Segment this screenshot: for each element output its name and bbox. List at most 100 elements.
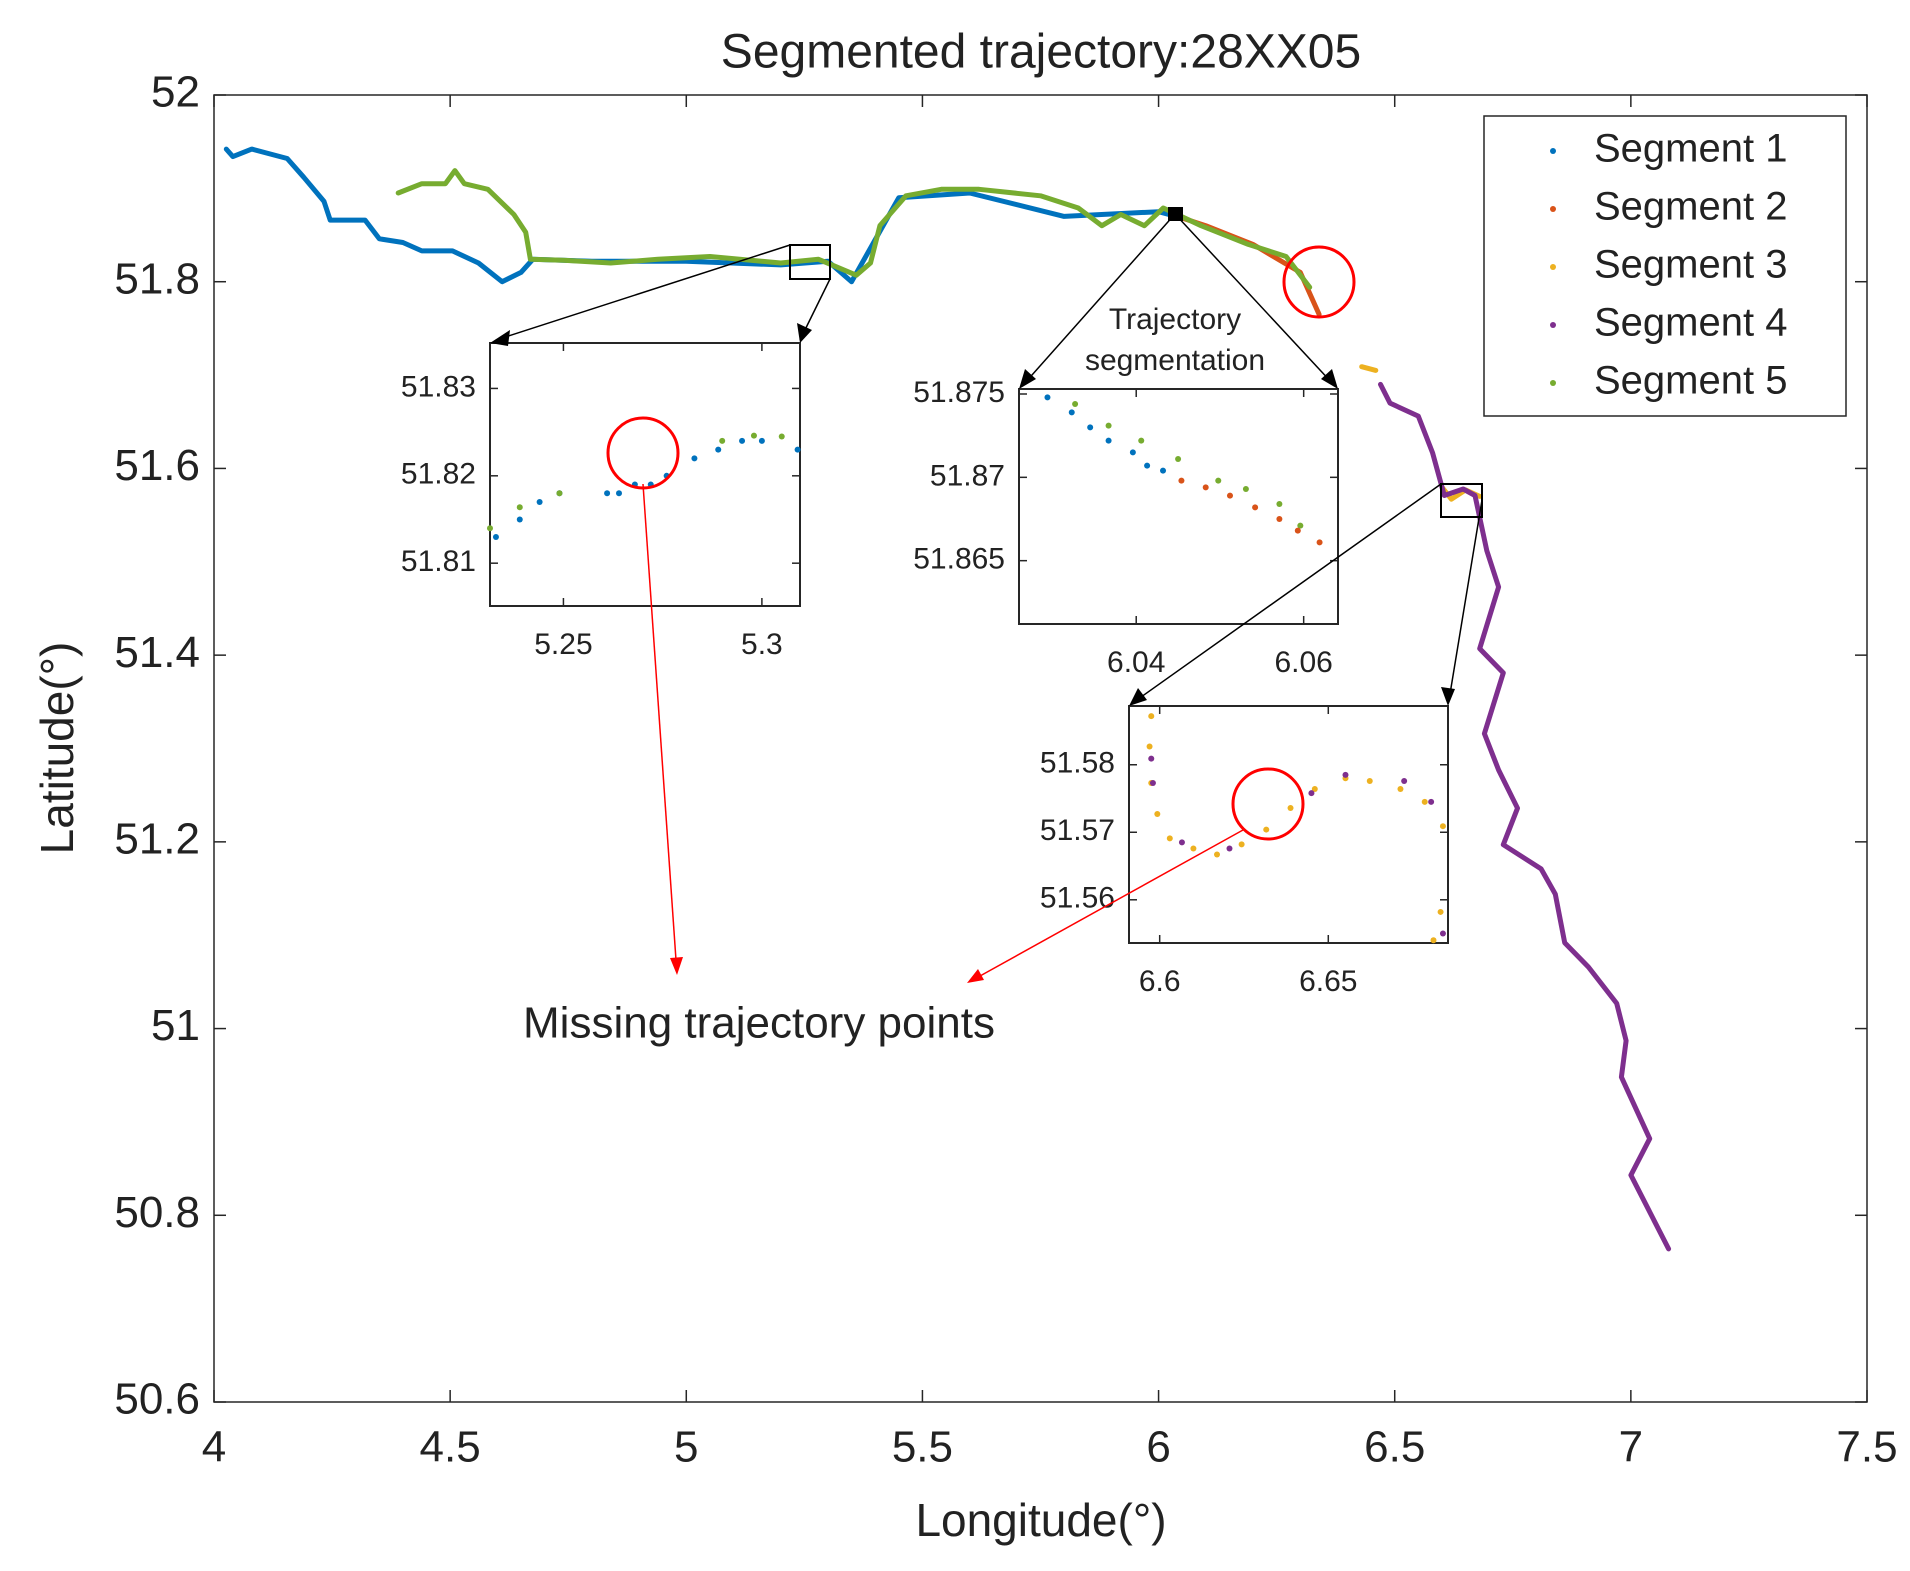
trajectory-point <box>516 504 523 511</box>
y-tick-label: 51.2 <box>114 814 200 863</box>
x-tick-label: 6.5 <box>1364 1423 1425 1472</box>
y-axis-label: Latitude(°) <box>31 642 83 855</box>
trajectory-point <box>1263 826 1270 833</box>
trajectory-point <box>492 533 499 540</box>
zoom-line <box>1448 499 1483 701</box>
trajectory-point <box>794 446 801 453</box>
highlight-circle <box>1282 245 1356 319</box>
trajectory-point <box>1178 839 1185 846</box>
y-tick-label: 51.81 <box>401 545 476 578</box>
y-tick-label: 51.865 <box>913 543 1005 576</box>
trajectory-point <box>1148 755 1155 762</box>
trajectory-point <box>1044 394 1051 401</box>
legend-marker <box>1550 206 1556 212</box>
trajectory-point <box>1226 492 1233 499</box>
y-tick-label: 51 <box>151 1001 200 1050</box>
y-tick-label: 51.56 <box>1040 882 1115 915</box>
legend: Segment 1 Segment 2 Segment 3 Segment 4 Segm… <box>1483 115 1847 417</box>
trajectory-point <box>1397 786 1404 793</box>
trajectory-point <box>1294 527 1301 534</box>
y-tick-label: 51.87 <box>930 459 1005 492</box>
x-tick-label: 4 <box>202 1423 226 1472</box>
plot-area <box>489 342 801 607</box>
trajectory-point <box>604 490 611 497</box>
trajectory-point <box>1190 845 1197 852</box>
trajectory-point <box>739 437 746 444</box>
zoom-box <box>789 244 831 280</box>
trajectory-point <box>1105 422 1112 429</box>
y-tick-label: 50.6 <box>114 1375 200 1424</box>
plot-area <box>1018 388 1339 625</box>
trajectory-point <box>1297 522 1304 529</box>
y-tick-label: 51.82 <box>401 458 476 491</box>
y-tick-label: 51.875 <box>913 376 1005 409</box>
trajectory-line <box>1378 381 1672 1252</box>
legend-label: Segment 4 <box>1594 301 1787 345</box>
highlight-circle <box>1231 767 1305 841</box>
trajectory-point <box>1342 771 1349 778</box>
x-tick-label: 6 <box>1146 1423 1170 1472</box>
annotation-layer: Trajectory segmentation Missing trajecto… <box>490 207 1483 1048</box>
annotation: Trajectory <box>1109 303 1241 336</box>
zoom-line <box>495 244 791 341</box>
y-tick-label: 51.58 <box>1040 747 1115 780</box>
trajectory-point <box>516 516 523 523</box>
legend-marker <box>1550 322 1556 328</box>
trajectory-point <box>536 499 543 506</box>
legend-label: Segment 2 <box>1594 185 1787 229</box>
x-tick-label: 6.6 <box>1139 965 1181 998</box>
trajectory-point <box>1276 501 1283 507</box>
trajectory-point <box>1154 811 1161 818</box>
trajectory-line <box>395 168 1313 290</box>
x-tick-label: 5.3 <box>741 628 783 661</box>
inset-plot: 5.25 5.3 51.81 51.82 51.83 <box>401 342 801 661</box>
trajectory-point <box>719 437 726 444</box>
trajectory-point <box>1148 713 1155 720</box>
y-tick-label: 51.6 <box>114 441 200 490</box>
trajectory-point <box>1439 930 1446 937</box>
x-tick-label: 5.25 <box>534 628 592 661</box>
trajectory-point <box>1160 467 1167 474</box>
trajectory-point <box>1366 777 1373 784</box>
trajectory-point <box>1287 804 1294 811</box>
annotation: Missing trajectory points <box>523 999 995 1048</box>
arrow-head <box>490 330 510 346</box>
trajectory-point <box>1401 777 1408 784</box>
inset-plot: 6.6 6.65 51.56 51.57 51.58 <box>1040 705 1449 998</box>
trajectory-point <box>1242 486 1249 492</box>
plot-layers: 4 4.5 5 5.5 6 6.5 7 7.5 50.6 50.8 51 51.2 51.4 51.6 51… <box>114 68 1897 1472</box>
main-plot: 4 4.5 5 5.5 6 6.5 7 7.5 50.6 50.8 51 51.2 51.4 51.6 51… <box>114 68 1897 1472</box>
y-tick-label: 52 <box>151 68 200 117</box>
trajectory-point <box>1138 437 1145 444</box>
trajectory-point <box>1276 516 1283 522</box>
trajectory-point <box>487 525 493 532</box>
trajectory-point <box>778 433 785 440</box>
trajectory-point <box>1072 401 1079 407</box>
trajectory-point <box>1144 462 1151 469</box>
x-tick-label: 5 <box>674 1423 698 1472</box>
x-tick-label: 6.06 <box>1274 646 1332 679</box>
trajectory-point <box>1068 409 1075 416</box>
trajectory-point <box>1316 539 1323 546</box>
chart-title: Segmented trajectory:28XX05 <box>721 26 1361 79</box>
y-tick-label: 51.4 <box>114 628 200 677</box>
zoom-line <box>1174 213 1334 385</box>
zoom-line <box>1023 213 1176 385</box>
trajectory-point <box>1439 823 1446 830</box>
plot-area <box>1128 705 1449 944</box>
arrow-head <box>670 957 683 975</box>
trajectory-point <box>1105 437 1112 444</box>
trajectory-point <box>1215 477 1222 484</box>
trajectory-point <box>1308 790 1315 797</box>
trajectory-point <box>1437 908 1444 915</box>
trajectory-point <box>1252 504 1259 511</box>
trajectory-point <box>715 446 722 453</box>
trajectory-point <box>1178 477 1185 484</box>
trajectory-point <box>1428 798 1435 805</box>
arrow-head <box>1129 688 1147 706</box>
x-tick-label: 7.5 <box>1836 1423 1897 1472</box>
trajectory-point <box>1238 841 1245 848</box>
trajectory-point <box>1214 851 1221 858</box>
legend-label: Segment 5 <box>1594 359 1787 403</box>
trajectory-point <box>1175 456 1182 462</box>
